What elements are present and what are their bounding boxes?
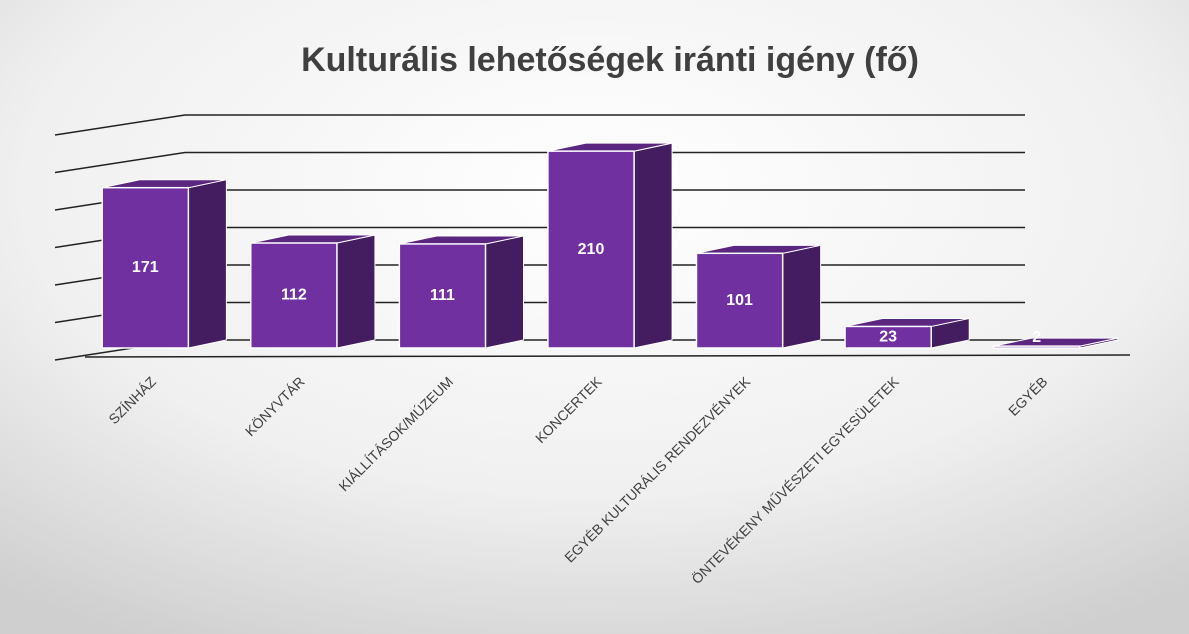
bar-side (782, 244, 822, 349)
value-label: 210 (578, 241, 605, 258)
bar (547, 150, 635, 349)
value-label: 2 (1032, 329, 1041, 346)
bar-side (336, 234, 376, 349)
bar (250, 242, 338, 349)
bar (695, 252, 784, 349)
value-label: 111 (430, 287, 455, 304)
grid-line (54, 114, 1025, 136)
value-label: 101 (726, 292, 753, 309)
grid-line (54, 151, 1025, 174)
value-label: 23 (879, 328, 897, 345)
value-label: 171 (132, 259, 159, 276)
value-label: 112 (281, 287, 307, 304)
bar-side (485, 235, 525, 349)
bar-side (187, 179, 227, 349)
bar (992, 345, 1081, 349)
bar (844, 325, 932, 349)
bar (101, 186, 190, 349)
bar (398, 243, 487, 349)
floor-line (84, 354, 1131, 358)
bar-side (633, 142, 673, 349)
chart-title: Kulturális lehetőségek iránti igény (fő) (301, 41, 919, 79)
